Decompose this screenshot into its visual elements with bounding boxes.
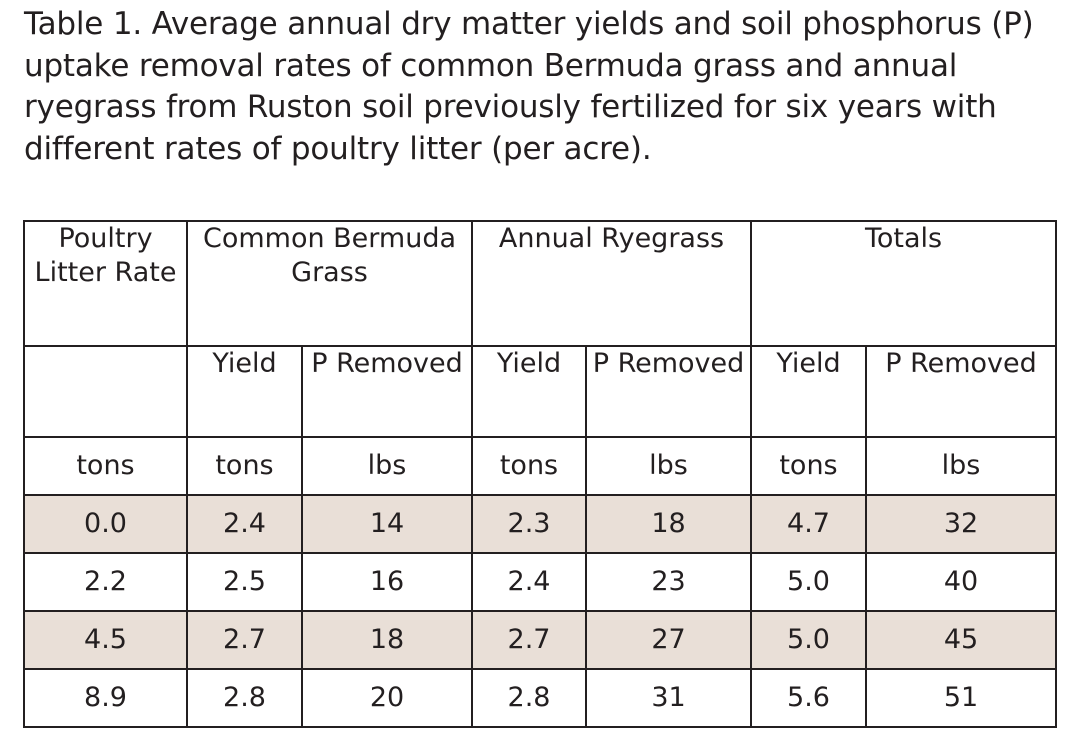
table-row: 2.2 2.5 16 2.4 23 5.0 40 bbox=[23, 552, 1057, 612]
table-cell: 2.4 bbox=[186, 494, 303, 554]
table-cell: 4.7 bbox=[750, 494, 867, 554]
table-cell: 16 bbox=[301, 552, 473, 612]
table-cell: 18 bbox=[585, 494, 752, 554]
totals-header: Totals bbox=[750, 220, 1057, 347]
table-cell: 5.0 bbox=[750, 610, 867, 670]
table-cell: 2.8 bbox=[186, 668, 303, 728]
unit-cell: tons bbox=[186, 436, 303, 496]
table-caption: Table 1. Average annual dry matter yield… bbox=[24, 6, 1034, 167]
table-cell: 5.0 bbox=[750, 552, 867, 612]
totals-p-removed-header: P Removed bbox=[865, 345, 1057, 438]
table-cell: 45 bbox=[865, 610, 1057, 670]
table-row: 4.5 2.7 18 2.7 27 5.0 45 bbox=[23, 610, 1057, 670]
units-row: tons tons lbs tons lbs tons lbs bbox=[23, 436, 1057, 496]
unit-cell: lbs bbox=[301, 436, 473, 496]
ryegrass-p-removed-header: P Removed bbox=[585, 345, 752, 438]
ryegrass-yield-header: Yield bbox=[471, 345, 587, 438]
empty-header-cell bbox=[23, 345, 188, 438]
table-cell: 2.5 bbox=[186, 552, 303, 612]
sub-header-row: Yield P Removed Yield P Removed Yield P … bbox=[23, 345, 1057, 438]
unit-cell: lbs bbox=[585, 436, 752, 496]
table-row: 8.9 2.8 20 2.8 31 5.6 51 bbox=[23, 668, 1057, 728]
table-cell: 27 bbox=[585, 610, 752, 670]
table-cell: 14 bbox=[301, 494, 473, 554]
table-cell: 2.7 bbox=[471, 610, 587, 670]
bermuda-p-removed-header: P Removed bbox=[301, 345, 473, 438]
table-cell: 20 bbox=[301, 668, 473, 728]
table-cell: 23 bbox=[585, 552, 752, 612]
annual-ryegrass-header: Annual Ryegrass bbox=[471, 220, 752, 347]
table-cell: 32 bbox=[865, 494, 1057, 554]
unit-cell: tons bbox=[750, 436, 867, 496]
table-cell: 4.5 bbox=[23, 610, 188, 670]
table-cell: 5.6 bbox=[750, 668, 867, 728]
table-cell: 2.8 bbox=[471, 668, 587, 728]
table-cell: 2.2 bbox=[23, 552, 188, 612]
bermuda-grass-header: Common Bermuda Grass bbox=[186, 220, 473, 347]
table-cell: 8.9 bbox=[23, 668, 188, 728]
unit-cell: tons bbox=[471, 436, 587, 496]
totals-yield-header: Yield bbox=[750, 345, 867, 438]
table-cell: 18 bbox=[301, 610, 473, 670]
table-cell: 2.4 bbox=[471, 552, 587, 612]
poultry-litter-rate-header: Poultry Litter Rate bbox=[23, 220, 188, 347]
bermuda-yield-header: Yield bbox=[186, 345, 303, 438]
table-cell: 51 bbox=[865, 668, 1057, 728]
unit-cell: tons bbox=[23, 436, 188, 496]
table-cell: 40 bbox=[865, 552, 1057, 612]
group-header-row: Poultry Litter Rate Common Bermuda Grass… bbox=[23, 220, 1057, 347]
table-cell: 0.0 bbox=[23, 494, 188, 554]
yield-table: Poultry Litter Rate Common Bermuda Grass… bbox=[23, 220, 1057, 728]
table-cell: 2.3 bbox=[471, 494, 587, 554]
unit-cell: lbs bbox=[865, 436, 1057, 496]
table-cell: 31 bbox=[585, 668, 752, 728]
table-cell: 2.7 bbox=[186, 610, 303, 670]
table-row: 0.0 2.4 14 2.3 18 4.7 32 bbox=[23, 494, 1057, 554]
